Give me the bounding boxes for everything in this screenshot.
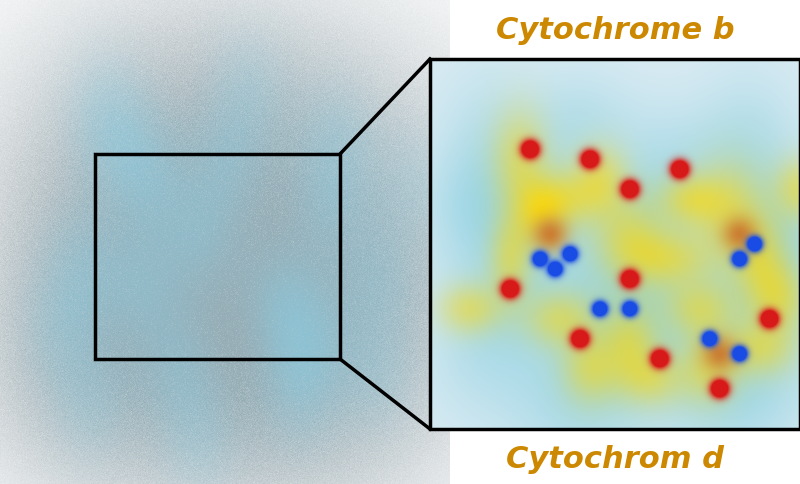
Text: Cytochrome b: Cytochrome b (496, 16, 734, 45)
Bar (430, 60, 800, 429)
Text: Cytochrom d: Cytochrom d (506, 444, 724, 473)
Bar (95, 155, 340, 359)
